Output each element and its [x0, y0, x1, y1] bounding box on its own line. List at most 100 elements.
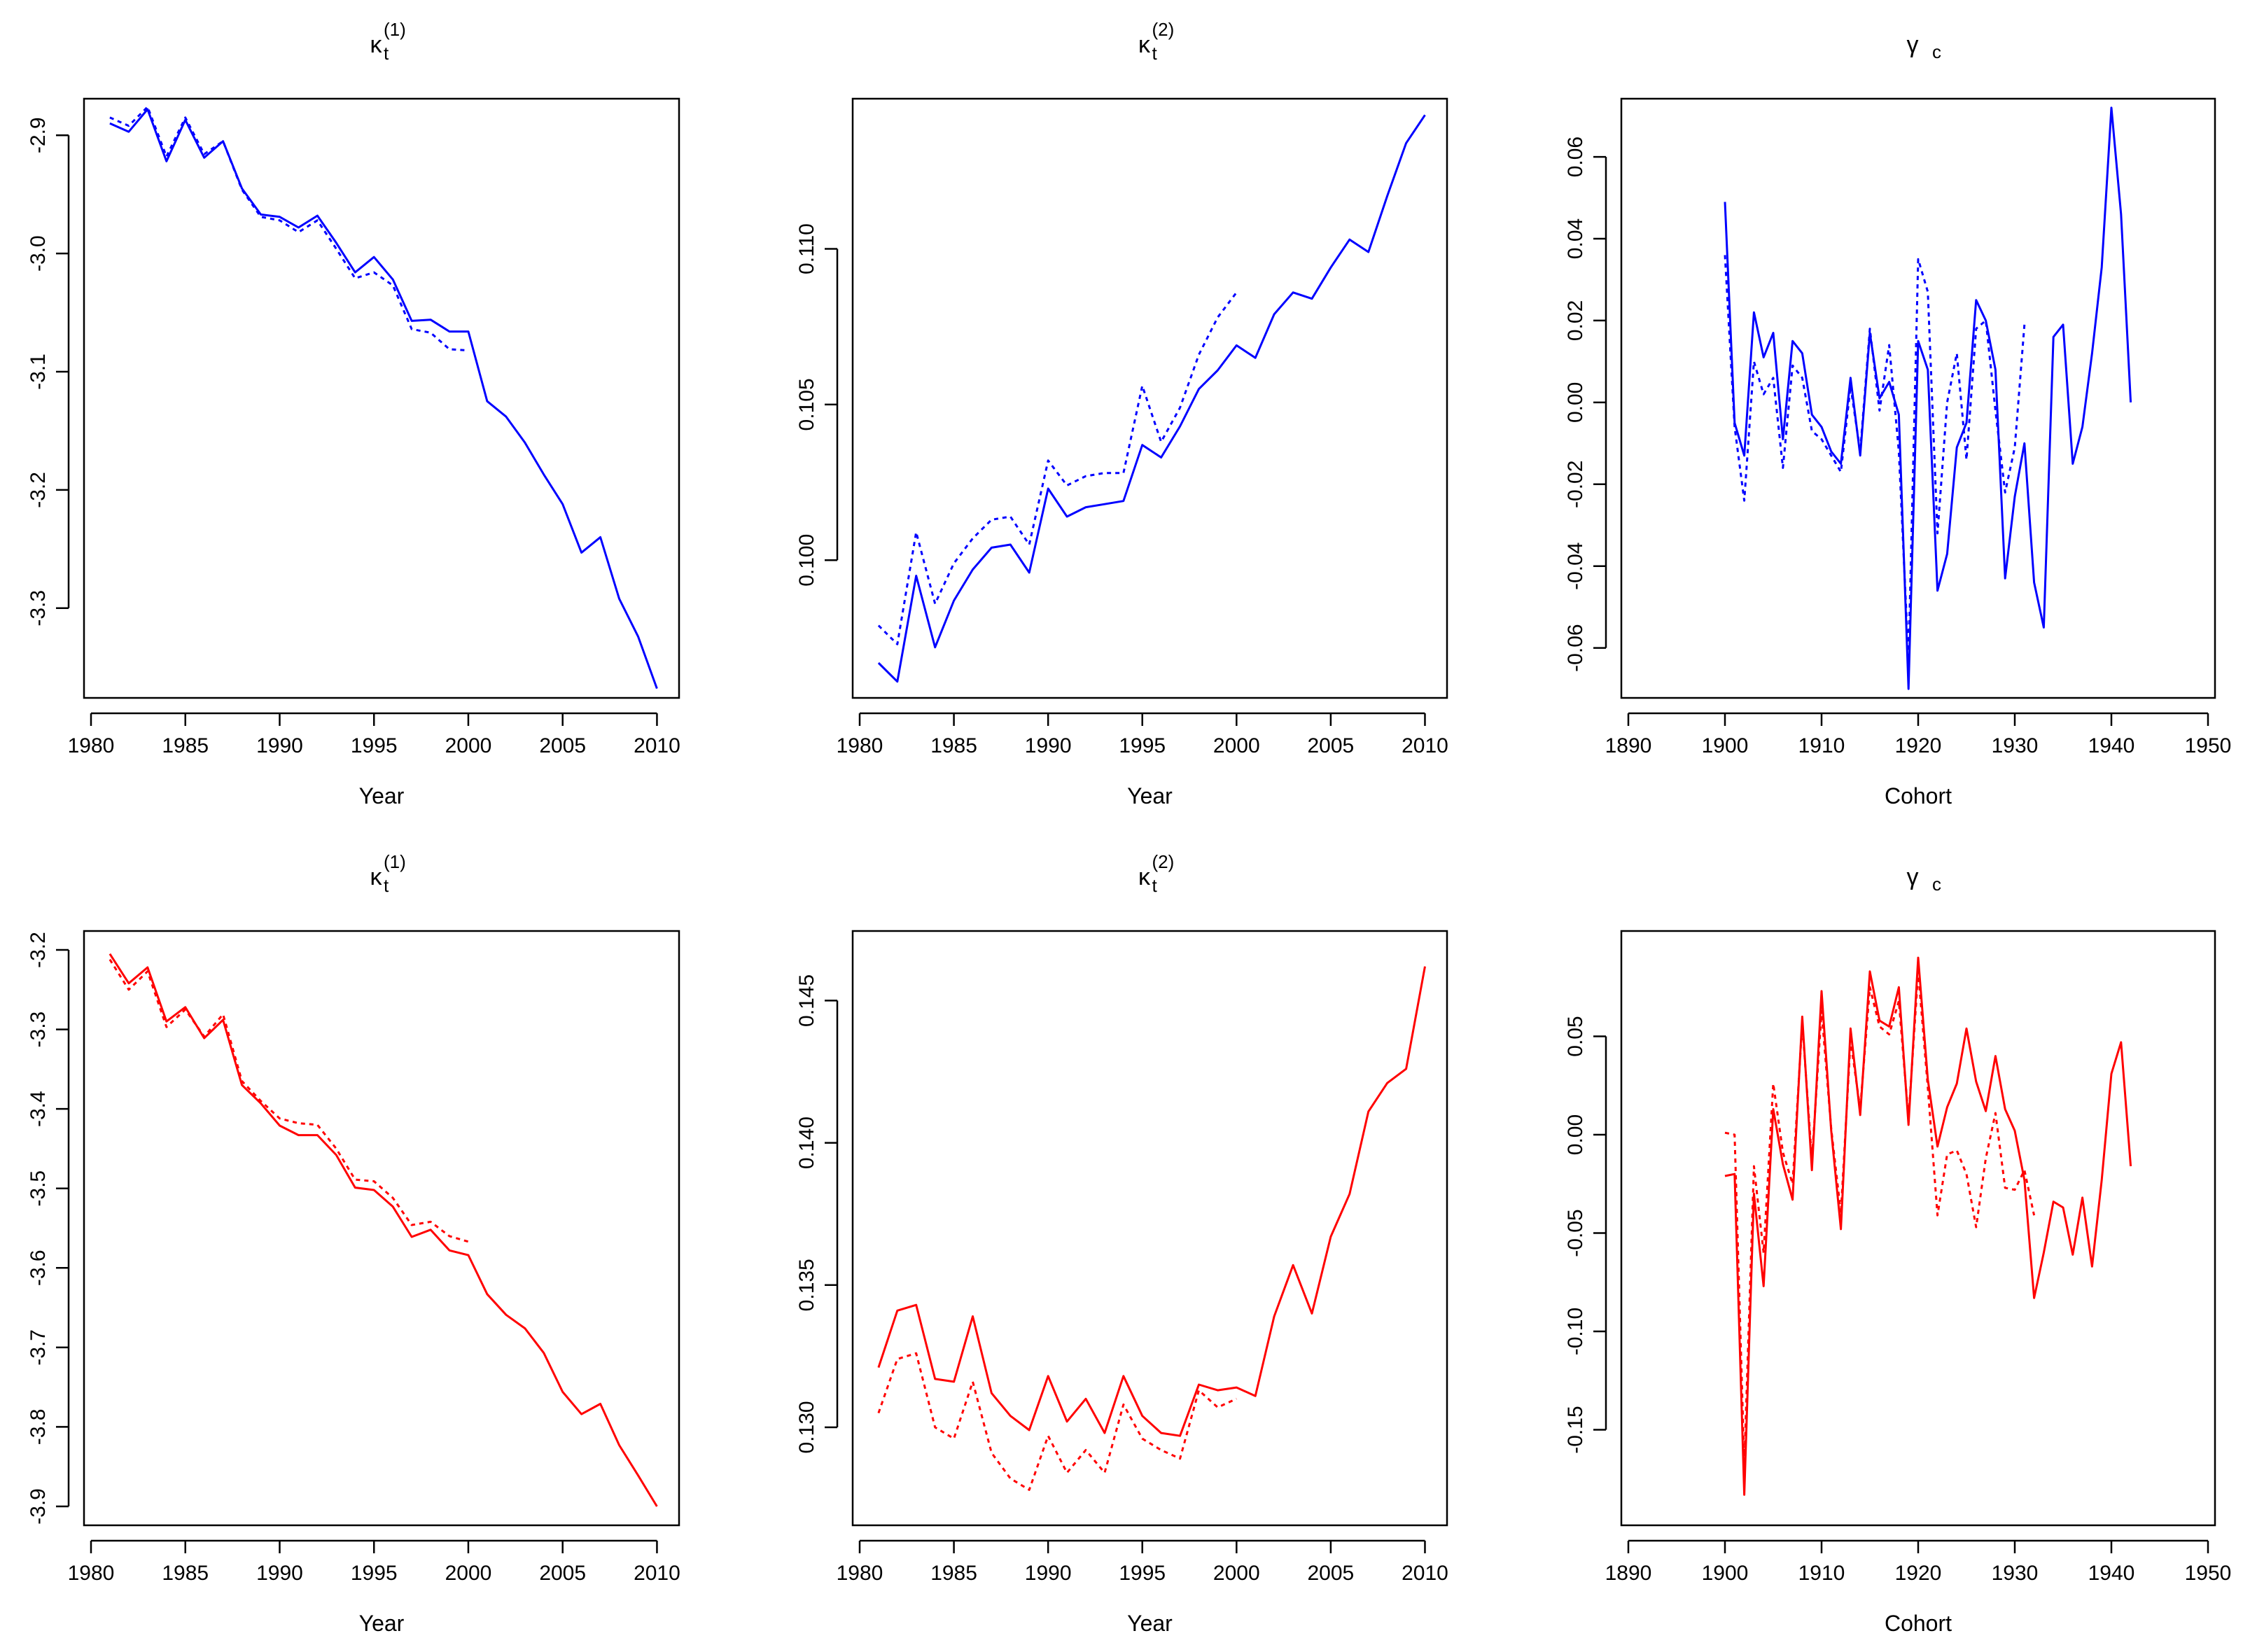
- y-tick-label: 0.135: [795, 1259, 818, 1311]
- y-tick-label: 0.105: [795, 378, 818, 430]
- x-tick-label: 1995: [1119, 1562, 1166, 1585]
- y-tick-label: -3.7: [27, 1329, 50, 1366]
- series-line-dotted: [877, 291, 1238, 645]
- panel-title-symbol: κ: [370, 864, 383, 890]
- y-tick-label: -0.10: [1564, 1308, 1587, 1355]
- y-tick-label: 0.05: [1564, 1016, 1587, 1056]
- x-tick-label: 2000: [445, 734, 492, 757]
- y-tick-label: -2.9: [27, 117, 50, 153]
- x-tick-label: 1980: [837, 734, 883, 757]
- x-tick-label: 1930: [1992, 734, 2039, 757]
- plot-frame: [1620, 930, 2216, 1527]
- x-tick-label: 2010: [1402, 734, 1448, 757]
- y-tick-label: -3.3: [27, 1011, 50, 1048]
- panel-title-superscript: (1): [384, 851, 406, 872]
- panel-title-subscript: t: [384, 875, 389, 896]
- series-line-dotted: [109, 106, 469, 352]
- x-tick-label: 1980: [68, 734, 115, 757]
- x-tick-label: 1980: [837, 1562, 883, 1585]
- x-tick-label: 1910: [1798, 734, 1845, 757]
- panel-title-symbol: γ: [1907, 864, 1919, 890]
- y-tick-label: -3.4: [27, 1091, 50, 1127]
- y-tick-label: 0.100: [795, 534, 818, 587]
- x-tick-label: 2000: [1213, 734, 1260, 757]
- panel-title-subscript: c: [1932, 874, 1941, 895]
- x-tick-label: 1950: [2185, 734, 2232, 757]
- x-tick-label: 2010: [1402, 1562, 1448, 1585]
- y-tick-label: 0.110: [795, 223, 818, 274]
- x-tick-label: 2000: [1213, 1562, 1260, 1585]
- x-tick-label: 1900: [1702, 734, 1749, 757]
- series-line-solid: [877, 114, 1426, 683]
- y-tick-label: -3.2: [27, 472, 50, 508]
- x-axis-title: Year: [1127, 1611, 1173, 1636]
- plot-frame: [1620, 97, 2216, 699]
- x-tick-label: 1995: [1119, 734, 1166, 757]
- plot-frame: [83, 97, 680, 699]
- panel-title-subscript: t: [384, 43, 389, 64]
- y-tick-label: 0.00: [1564, 382, 1587, 423]
- y-tick-label: 0.140: [795, 1116, 818, 1169]
- chart-top-gamma: 1890 1900 1910 1920 1930 1940 1950 0.06 0.04 0.02…: [1564, 31, 2231, 808]
- x-tick-label: 1950: [2185, 1562, 2232, 1585]
- panel-title-symbol: γ: [1907, 31, 1919, 58]
- x-tick-label: 1930: [1992, 1562, 2039, 1585]
- plot-frame: [851, 930, 1448, 1527]
- panel-title-subscript: c: [1932, 41, 1941, 62]
- x-tick-label: 2000: [445, 1562, 492, 1585]
- x-tick-label: 2005: [539, 1562, 586, 1585]
- chart-bottom-kappa2: 1980 1985 1990 1995 2000 2005 2010 0.130 0.135 0.…: [795, 851, 1448, 1636]
- series-line-dotted: [1724, 255, 2026, 662]
- x-tick-label: 1890: [1605, 734, 1652, 757]
- y-tick-label: -3.9: [27, 1488, 50, 1525]
- x-tick-label: 1920: [1895, 1562, 1942, 1585]
- series-line-dotted: [877, 1352, 1237, 1491]
- x-tick-label: 1900: [1702, 1562, 1749, 1585]
- x-tick-label: 2005: [1308, 1562, 1355, 1585]
- x-axis-title: Cohort: [1885, 783, 1952, 808]
- panel-title-symbol: κ: [1138, 864, 1151, 890]
- x-axis-title: Year: [359, 783, 405, 808]
- x-tick-label: 1995: [351, 734, 398, 757]
- panel-title-superscript: (1): [384, 19, 406, 40]
- panel-title-superscript: (2): [1152, 851, 1175, 872]
- x-tick-label: 1980: [68, 1562, 115, 1585]
- x-tick-label: 2010: [634, 734, 680, 757]
- x-tick-label: 1985: [930, 734, 977, 757]
- y-tick-label: -0.04: [1564, 542, 1587, 589]
- series-line-solid: [109, 108, 658, 690]
- x-tick-label: 1995: [351, 1562, 398, 1585]
- x-tick-label: 1985: [930, 1562, 977, 1585]
- x-tick-label: 2010: [634, 1562, 680, 1585]
- series-line-dotted: [1724, 970, 2036, 1466]
- y-tick-label: -0.06: [1564, 624, 1587, 671]
- x-tick-label: 1990: [1025, 1562, 1072, 1585]
- panel-title-subscript: t: [1152, 875, 1158, 896]
- chart-bottom-kappa1: 1980 1985 1990 1995 2000 2005 2010 -3.2 -3.3 -3.4…: [27, 851, 680, 1636]
- panel-title-symbol: κ: [1138, 31, 1151, 58]
- y-tick-label: 0.145: [795, 974, 818, 1027]
- y-tick-label: -3.8: [27, 1409, 50, 1446]
- series-line-solid: [109, 953, 658, 1507]
- x-tick-label: 1910: [1798, 1562, 1845, 1585]
- y-tick-label: -0.02: [1564, 461, 1587, 508]
- x-axis-title: Year: [1127, 783, 1173, 808]
- y-tick-label: 0.04: [1564, 218, 1587, 259]
- series-line-solid: [1724, 106, 2132, 690]
- x-tick-label: 1985: [162, 1562, 209, 1585]
- x-tick-label: 1990: [1025, 734, 1072, 757]
- x-tick-label: 2005: [1308, 734, 1355, 757]
- x-tick-label: 1920: [1895, 734, 1942, 757]
- series-line-solid: [877, 966, 1426, 1437]
- chart-top-kappa1: 1980 1985 1990 1995 2000 2005 2010 -2.9 -3.0 -3.1…: [27, 19, 680, 808]
- y-tick-label: 0.130: [795, 1401, 818, 1453]
- y-tick-label: 0.00: [1564, 1114, 1587, 1155]
- y-tick-label: -3.5: [27, 1170, 50, 1207]
- x-axis-title: Year: [359, 1611, 405, 1636]
- y-tick-label: -3.1: [27, 354, 50, 390]
- series-line-dotted: [109, 958, 469, 1243]
- plot-frame: [851, 97, 1448, 699]
- y-tick-label: -3.0: [27, 235, 50, 272]
- plot-frame: [83, 930, 680, 1527]
